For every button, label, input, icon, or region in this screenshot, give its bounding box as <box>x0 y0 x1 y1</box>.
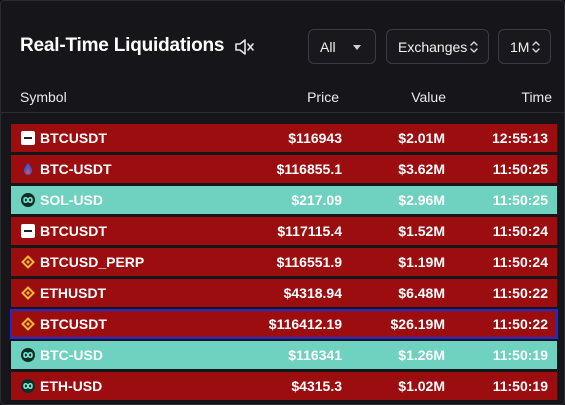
page-title: Real-Time Liquidations <box>20 35 225 56</box>
row-price: $4318.94 <box>283 285 342 301</box>
table-row[interactable]: BTCUSDT $116412.19 $26.19M 11:50:22 <box>10 309 558 339</box>
side-filter-select[interactable]: All <box>308 29 376 64</box>
row-value: $1.52M <box>398 223 445 239</box>
row-time: 11:50:22 <box>492 316 548 332</box>
row-time: 11:50:25 <box>492 192 548 208</box>
row-time: 11:50:22 <box>492 285 548 301</box>
row-symbol: BTC-USD <box>40 347 103 363</box>
row-symbol: ETHUSDT <box>40 285 107 301</box>
column-header-symbol[interactable]: Symbol <box>20 89 67 105</box>
table-header: Symbol Price Value Time <box>1 81 564 113</box>
table-row[interactable]: BTC-USD $116341 $1.26M 11:50:19 <box>11 341 557 369</box>
exchange-filter-select[interactable]: Exchanges <box>386 29 489 64</box>
bitmex-icon <box>24 163 32 175</box>
side-filter-value: All <box>320 38 336 55</box>
row-value: $2.01M <box>398 130 445 146</box>
hyperliquid-icon <box>21 193 35 207</box>
panel-header: Real-Time Liquidations All Exchanges 1M <box>1 1 564 81</box>
row-time: 11:50:24 <box>492 254 548 270</box>
table-row[interactable]: ETHUSDT $4318.94 $6.48M 11:50:22 <box>11 279 557 307</box>
row-value: $1.19M <box>398 254 445 270</box>
table-row[interactable]: SOL-USD $217.09 $2.96M 11:50:25 <box>11 186 557 214</box>
row-symbol: BTCUSDT <box>40 223 107 239</box>
column-header-price[interactable]: Price <box>307 89 339 105</box>
row-value: $1.26M <box>398 347 445 363</box>
row-time: 11:50:19 <box>492 378 548 394</box>
table-row[interactable]: BTCUSD_PERP $116551.9 $1.19M 11:50:24 <box>11 248 557 276</box>
binance-icon <box>21 255 35 269</box>
row-price: $4315.3 <box>291 378 342 394</box>
row-price: $116855.1 <box>276 161 342 177</box>
row-price: $117115.4 <box>277 223 342 239</box>
column-header-value[interactable]: Value <box>411 89 446 105</box>
row-value: $1.02M <box>398 378 445 394</box>
timeframe-select[interactable]: 1M <box>498 29 551 64</box>
column-header-time[interactable]: Time <box>521 89 552 105</box>
up-down-chevron-icon <box>532 41 540 53</box>
row-symbol: BTCUSDT <box>40 316 107 332</box>
row-value: $26.19M <box>390 316 445 332</box>
row-price: $116551.9 <box>276 254 342 270</box>
okx-icon <box>21 131 35 145</box>
exchange-filter-value: Exchanges <box>398 38 468 55</box>
row-value: $2.96M <box>398 192 445 208</box>
hyperliquid-icon <box>21 348 35 362</box>
row-time: 11:50:19 <box>492 347 548 363</box>
row-symbol: BTCUSDT <box>40 130 107 146</box>
table-row[interactable]: BTC-USDT $116855.1 $3.62M 11:50:25 <box>11 155 557 183</box>
okx-icon <box>21 224 35 238</box>
binance-icon <box>21 286 35 300</box>
binance-icon <box>21 317 35 331</box>
speaker-muted-icon[interactable] <box>234 37 256 57</box>
row-symbol: ETH-USD <box>40 378 103 394</box>
table-row[interactable]: BTCUSDT $116943 $2.01M 12:55:13 <box>11 124 557 152</box>
row-symbol: SOL-USD <box>40 192 103 208</box>
row-time: 12:55:13 <box>491 130 548 146</box>
caret-down-icon <box>353 45 361 50</box>
table-row[interactable]: BTCUSDT $117115.4 $1.52M 11:50:24 <box>11 217 557 245</box>
row-time: 11:50:25 <box>492 161 548 177</box>
row-price: $116341 <box>288 347 342 363</box>
row-price: $116943 <box>288 130 342 146</box>
liquidations-table-body: BTCUSDT $116943 $2.01M 12:55:13 BTC-USDT $116… <box>10 124 558 404</box>
up-down-chevron-icon <box>470 41 478 53</box>
row-time: 11:50:24 <box>492 223 548 239</box>
row-value: $6.48M <box>398 285 445 301</box>
row-symbol: BTCUSD_PERP <box>40 254 145 270</box>
row-price: $116412.19 <box>268 316 342 332</box>
row-symbol: BTC-USDT <box>40 161 112 177</box>
row-value: $3.62M <box>398 161 445 177</box>
row-price: $217.09 <box>291 192 342 208</box>
timeframe-value: 1M <box>510 38 530 55</box>
hyperliquid-icon <box>21 379 35 393</box>
table-row[interactable]: ETH-USD $4315.3 $1.02M 11:50:19 <box>11 372 557 400</box>
